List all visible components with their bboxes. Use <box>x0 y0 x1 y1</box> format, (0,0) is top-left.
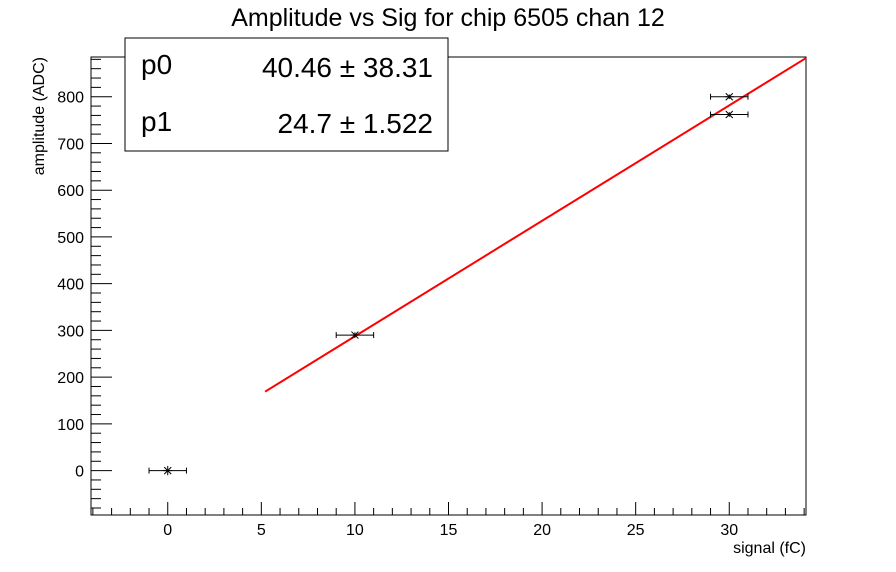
data-point <box>335 331 375 339</box>
x-axis-label: signal (fC) <box>733 540 806 557</box>
data-point <box>710 92 749 101</box>
x-tick-label: 10 <box>346 522 364 539</box>
y-tick-label: 400 <box>57 277 84 294</box>
x-tick-label: 30 <box>720 522 738 539</box>
y-axis-ticks: 0 100 200 300 400 500 600 700 800 <box>57 58 112 509</box>
x-tick-label: 25 <box>627 522 645 539</box>
y-tick-label: 100 <box>57 417 84 434</box>
x-tick-label: 0 <box>163 522 172 539</box>
data-point <box>710 110 749 119</box>
y-tick-label: 500 <box>57 230 84 247</box>
chart-title: Amplitude vs Sig for chip 6505 chan 12 <box>231 4 665 32</box>
y-tick-label: 800 <box>57 90 84 107</box>
y-tick-label: 0 <box>75 464 84 481</box>
stats-box: p0 40.46 ± 38.31 p1 24.7 ± 1.522 <box>124 37 449 152</box>
stats-p0-value: 40.46 ± 38.31 <box>262 52 433 83</box>
stats-p1-name: p1 <box>141 106 172 137</box>
y-tick-label: 600 <box>57 183 84 200</box>
stats-p1-value: 24.7 ± 1.522 <box>278 108 434 139</box>
data-points-group <box>148 92 749 476</box>
y-tick-label: 200 <box>57 370 84 387</box>
x-tick-label: 20 <box>533 522 551 539</box>
x-tick-label: 5 <box>257 522 266 539</box>
y-tick-label: 300 <box>57 323 84 340</box>
y-tick-label: 700 <box>57 136 84 153</box>
data-point <box>148 465 187 476</box>
x-tick-label: 15 <box>440 522 458 539</box>
x-axis-ticks: 0 5 10 15 20 25 30 <box>92 502 805 539</box>
stats-p0-name: p0 <box>141 49 172 80</box>
y-axis-label: amplitude (ADC) <box>31 57 48 175</box>
